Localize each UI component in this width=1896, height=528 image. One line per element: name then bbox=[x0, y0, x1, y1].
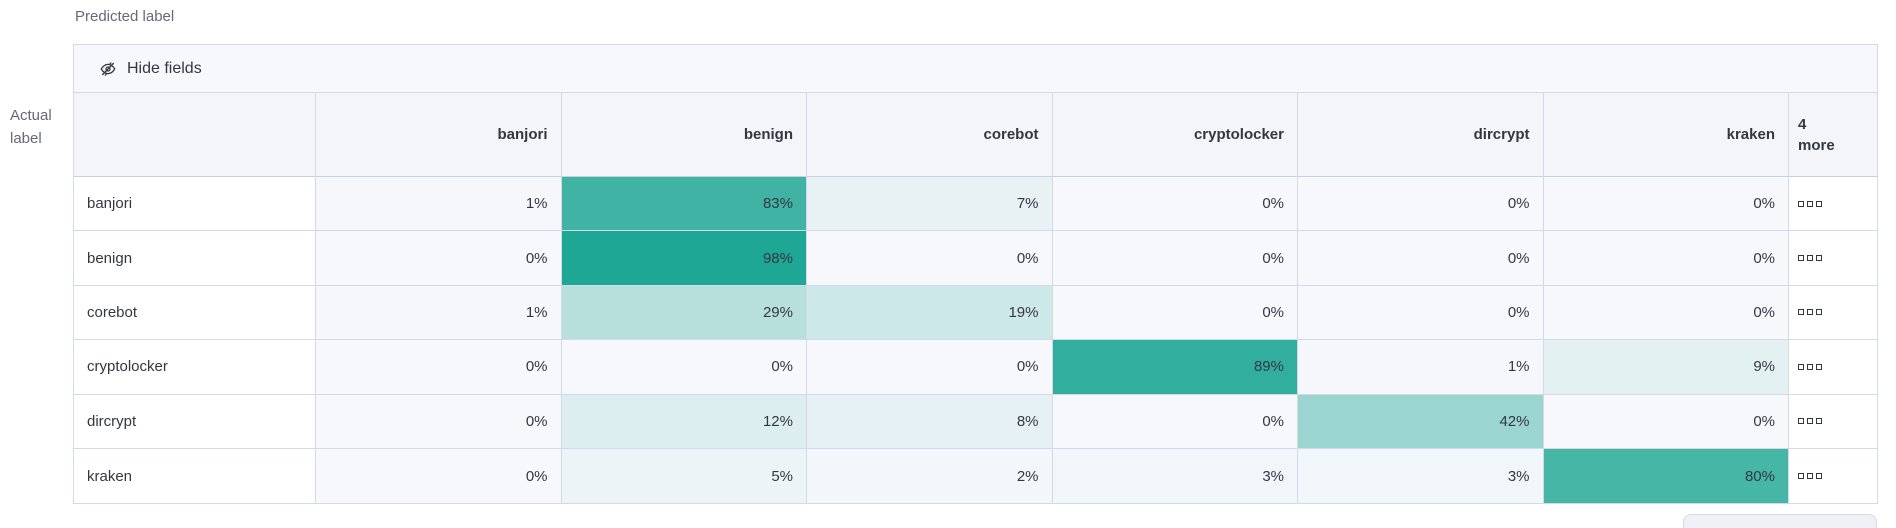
boxes-horizontal-icon bbox=[1807, 363, 1813, 370]
matrix-cell-banjori-benign[interactable]: 83% bbox=[561, 177, 807, 232]
more-columns-label-line1: 4 bbox=[1798, 115, 1807, 133]
column-header-corebot[interactable]: corebot bbox=[807, 93, 1053, 177]
matrix-cell-benign-dircrypt[interactable]: 0% bbox=[1298, 231, 1544, 286]
column-header-kraken[interactable]: kraken bbox=[1543, 93, 1789, 177]
matrix-cell-benign-banjori[interactable]: 0% bbox=[316, 231, 562, 286]
confusion-matrix-grid: banjori benign corebot cryptolocker dircrypt… bbox=[74, 93, 1877, 504]
boxes-horizontal-icon bbox=[1816, 363, 1822, 370]
matrix-cell-corebot-corebot[interactable]: 19% bbox=[807, 285, 1053, 341]
boxes-horizontal-icon bbox=[1816, 200, 1822, 207]
boxes-horizontal-icon bbox=[1798, 363, 1804, 370]
matrix-cell-banjori-cryptolocker[interactable]: 0% bbox=[1052, 177, 1298, 232]
bottom-right-panel-edge bbox=[1683, 514, 1877, 528]
predicted-label-axis-title: Predicted label bbox=[75, 8, 175, 25]
boxes-horizontal-icon bbox=[1807, 200, 1813, 207]
matrix-cell-cryptolocker-kraken[interactable]: 9% bbox=[1543, 340, 1789, 395]
matrix-cell-corebot-banjori[interactable]: 1% bbox=[316, 285, 562, 341]
matrix-cell-dircrypt-benign[interactable]: 12% bbox=[561, 394, 807, 449]
row-header-kraken: kraken bbox=[74, 448, 316, 504]
hide-fields-button[interactable]: Hide fields bbox=[74, 45, 1877, 93]
row-header-corebot: corebot bbox=[74, 285, 316, 341]
matrix-cell-benign-benign[interactable]: 98% bbox=[561, 231, 807, 286]
matrix-cell-corebot-benign[interactable]: 29% bbox=[561, 285, 807, 341]
matrix-cell-cryptolocker-corebot[interactable]: 0% bbox=[807, 340, 1053, 395]
boxes-horizontal-icon bbox=[1807, 309, 1813, 316]
boxes-horizontal-icon bbox=[1798, 200, 1804, 207]
matrix-cell-cryptolocker-banjori[interactable]: 0% bbox=[316, 340, 562, 395]
matrix-cell-corebot-cryptolocker[interactable]: 0% bbox=[1052, 285, 1298, 341]
matrix-cell-cryptolocker-dircrypt[interactable]: 1% bbox=[1298, 340, 1544, 395]
more-columns-cell-corebot[interactable] bbox=[1789, 285, 1877, 341]
column-header-dircrypt[interactable]: dircrypt bbox=[1298, 93, 1544, 177]
boxes-horizontal-icon bbox=[1798, 473, 1804, 480]
boxes-horizontal-icon bbox=[1798, 418, 1804, 425]
matrix-cell-kraken-benign[interactable]: 5% bbox=[561, 448, 807, 504]
actual-label-line2: label bbox=[10, 130, 42, 147]
boxes-horizontal-icon bbox=[1807, 255, 1813, 262]
matrix-cell-cryptolocker-cryptolocker[interactable]: 89% bbox=[1052, 340, 1298, 395]
matrix-cell-kraken-dircrypt[interactable]: 3% bbox=[1298, 448, 1544, 504]
boxes-horizontal-icon bbox=[1807, 418, 1813, 425]
actual-label-line1: Actual bbox=[10, 107, 52, 124]
boxes-horizontal-icon bbox=[1807, 473, 1813, 480]
column-header-benign[interactable]: benign bbox=[561, 93, 807, 177]
hide-fields-label: Hide fields bbox=[127, 59, 202, 77]
matrix-cell-dircrypt-corebot[interactable]: 8% bbox=[807, 394, 1053, 449]
more-columns-cell-kraken[interactable] bbox=[1789, 448, 1877, 504]
row-header-benign: benign bbox=[74, 231, 316, 286]
row-header-dircrypt: dircrypt bbox=[74, 394, 316, 449]
matrix-cell-banjori-banjori[interactable]: 1% bbox=[316, 177, 562, 232]
matrix-cell-kraken-kraken[interactable]: 80% bbox=[1543, 448, 1789, 504]
column-header-cryptolocker[interactable]: cryptolocker bbox=[1052, 93, 1298, 177]
boxes-horizontal-icon bbox=[1816, 473, 1822, 480]
matrix-cell-dircrypt-banjori[interactable]: 0% bbox=[316, 394, 562, 449]
matrix-cell-banjori-corebot[interactable]: 7% bbox=[807, 177, 1053, 232]
matrix-cell-benign-corebot[interactable]: 0% bbox=[807, 231, 1053, 286]
boxes-horizontal-icon bbox=[1816, 418, 1822, 425]
more-columns-cell-benign[interactable] bbox=[1789, 231, 1877, 286]
more-columns-label-line2: more bbox=[1798, 136, 1835, 154]
matrix-cell-corebot-dircrypt[interactable]: 0% bbox=[1298, 285, 1544, 341]
matrix-cell-corebot-kraken[interactable]: 0% bbox=[1543, 285, 1789, 341]
boxes-horizontal-icon bbox=[1798, 309, 1804, 316]
more-columns-cell-banjori[interactable] bbox=[1789, 177, 1877, 232]
boxes-horizontal-icon bbox=[1798, 255, 1804, 262]
matrix-cell-banjori-dircrypt[interactable]: 0% bbox=[1298, 177, 1544, 232]
confusion-matrix-panel: Hide fields banjori benign corebot cryptolo… bbox=[73, 44, 1878, 505]
boxes-horizontal-icon bbox=[1816, 309, 1822, 316]
more-columns-cell-dircrypt[interactable] bbox=[1789, 394, 1877, 449]
row-header-banjori: banjori bbox=[74, 177, 316, 232]
matrix-cell-benign-kraken[interactable]: 0% bbox=[1543, 231, 1789, 286]
matrix-cell-dircrypt-dircrypt[interactable]: 42% bbox=[1298, 394, 1544, 449]
matrix-cell-dircrypt-cryptolocker[interactable]: 0% bbox=[1052, 394, 1298, 449]
matrix-cell-dircrypt-kraken[interactable]: 0% bbox=[1543, 394, 1789, 449]
more-columns-cell-cryptolocker[interactable] bbox=[1789, 340, 1877, 395]
matrix-cell-kraken-corebot[interactable]: 2% bbox=[807, 448, 1053, 504]
eye-closed-icon bbox=[99, 60, 117, 78]
matrix-cell-kraken-banjori[interactable]: 0% bbox=[316, 448, 562, 504]
column-header-banjori[interactable]: banjori bbox=[316, 93, 562, 177]
matrix-cell-cryptolocker-benign[interactable]: 0% bbox=[561, 340, 807, 395]
matrix-cell-banjori-kraken[interactable]: 0% bbox=[1543, 177, 1789, 232]
column-header-more[interactable]: 4 more bbox=[1789, 93, 1877, 177]
actual-label-axis-title: Actual label bbox=[10, 104, 70, 150]
matrix-cell-benign-cryptolocker[interactable]: 0% bbox=[1052, 231, 1298, 286]
row-header-cryptolocker: cryptolocker bbox=[74, 340, 316, 395]
matrix-cell-kraken-cryptolocker[interactable]: 3% bbox=[1052, 448, 1298, 504]
matrix-corner-header bbox=[74, 93, 316, 177]
boxes-horizontal-icon bbox=[1816, 255, 1822, 262]
